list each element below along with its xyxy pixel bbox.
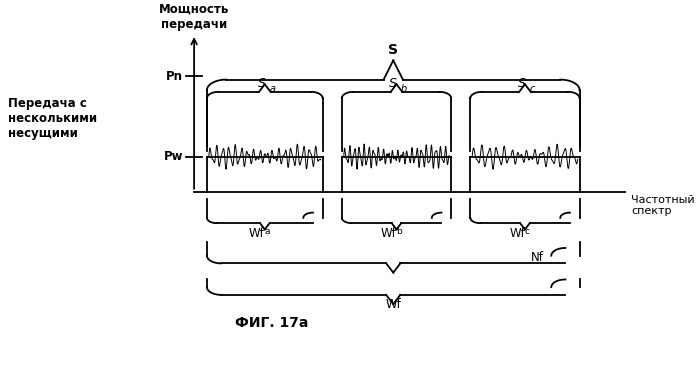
Text: c: c (530, 84, 535, 94)
Text: S: S (258, 77, 265, 90)
Text: c: c (525, 226, 530, 236)
Text: Wf: Wf (385, 298, 401, 311)
Text: Передача с
несколькими
несущими: Передача с несколькими несущими (8, 97, 97, 140)
Text: Частотный
спектр: Частотный спектр (631, 195, 695, 216)
Text: S: S (388, 43, 399, 57)
Text: b: b (396, 226, 402, 236)
Text: Wf: Wf (249, 226, 265, 240)
Text: S: S (518, 77, 526, 90)
Text: Nf: Nf (531, 251, 544, 264)
Text: S: S (389, 77, 397, 90)
Text: Pn: Pn (166, 70, 183, 82)
Text: a: a (265, 226, 270, 236)
Text: Wf: Wf (510, 226, 525, 240)
Text: Мощность
передачи: Мощность передачи (159, 3, 230, 31)
Text: Pw: Pw (164, 150, 183, 163)
Text: Wf: Wf (380, 226, 396, 240)
Text: a: a (269, 84, 275, 94)
Text: ФИГ. 17а: ФИГ. 17а (235, 316, 308, 330)
Text: b: b (401, 84, 407, 94)
